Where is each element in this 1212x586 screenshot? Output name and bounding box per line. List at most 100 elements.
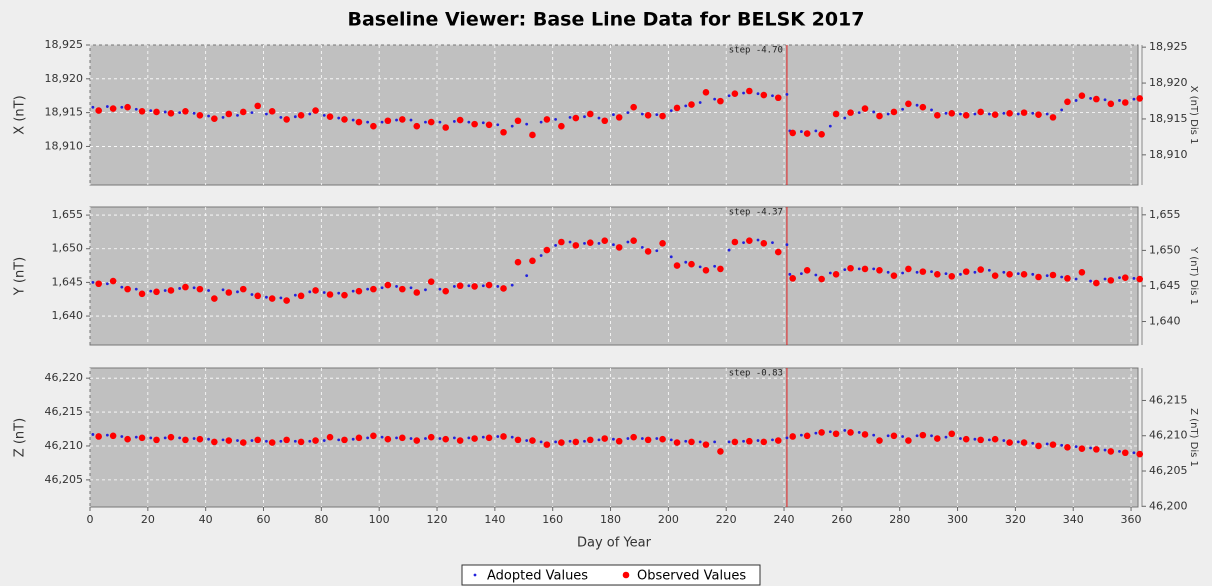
adopted-point	[1132, 451, 1136, 455]
adopted-point	[134, 107, 138, 111]
observed-point	[717, 97, 724, 105]
observed-point	[225, 110, 233, 118]
adopted-point	[640, 245, 644, 249]
observed-point	[991, 272, 999, 279]
observed-point	[572, 438, 580, 446]
adopted-point	[337, 438, 341, 442]
observed-point	[934, 435, 941, 442]
x-tick-label: 320	[1005, 513, 1026, 526]
observed-point	[471, 120, 478, 128]
observed-point	[1049, 441, 1057, 448]
adopted-point	[669, 255, 673, 259]
adopted-point	[438, 437, 442, 440]
adopted-point	[612, 437, 615, 441]
observed-point	[615, 244, 623, 251]
adopted-point	[698, 265, 702, 269]
observed-point	[370, 122, 377, 130]
observed-point	[847, 109, 854, 116]
adopted-point	[351, 437, 355, 441]
observed-point	[601, 435, 609, 442]
adopted-point	[669, 109, 673, 113]
observed-point	[659, 240, 666, 247]
adopted-point	[742, 241, 745, 245]
adopted-point	[1002, 111, 1006, 115]
adopted-point	[105, 433, 109, 437]
observed-point	[225, 289, 233, 296]
observed-point	[601, 237, 609, 244]
observed-point	[268, 439, 276, 446]
adopted-point	[756, 238, 760, 242]
observed-point	[818, 130, 825, 138]
observed-point	[746, 87, 753, 95]
observed-point	[543, 246, 551, 254]
observed-point	[341, 436, 348, 444]
observed-point	[182, 283, 189, 291]
adopted-point	[163, 289, 167, 292]
observed-point	[644, 436, 652, 444]
observed-point	[1136, 95, 1144, 102]
adopted-point	[785, 92, 789, 96]
adopted-point	[901, 435, 905, 438]
adopted-point	[756, 92, 760, 96]
adopted-point	[944, 272, 948, 276]
observed-point	[196, 285, 204, 293]
observed-point	[138, 290, 146, 298]
observed-point	[717, 448, 724, 455]
adopted-point	[192, 286, 196, 290]
adopted-point	[308, 290, 312, 294]
observed-point	[182, 107, 189, 115]
adopted-point	[510, 283, 514, 287]
observed-point	[312, 437, 319, 444]
adopted-point	[1045, 442, 1049, 446]
adopted-point	[612, 243, 615, 247]
adopted-point	[91, 105, 95, 109]
adopted-point	[626, 240, 630, 244]
adopted-point	[742, 439, 745, 443]
adopted-point	[1002, 270, 1006, 274]
observed-point	[1049, 114, 1057, 121]
adopted-point	[568, 439, 572, 443]
observed-point	[471, 435, 478, 442]
adopted-point	[788, 272, 792, 276]
observed-point	[167, 433, 175, 441]
observed-point	[442, 435, 449, 443]
adopted-point	[409, 286, 413, 290]
observed-point	[1020, 109, 1028, 116]
adopted-point	[698, 440, 702, 444]
adopted-point	[612, 113, 615, 117]
adopted-point	[1089, 446, 1092, 450]
plot-area	[89, 367, 1139, 508]
observed-point	[211, 295, 218, 302]
observed-point	[1078, 445, 1086, 452]
y-axis-label: Z (nT)	[13, 418, 28, 457]
adopted-point	[554, 243, 557, 247]
observed-point	[1078, 268, 1086, 276]
adopted-point	[1118, 99, 1121, 102]
adopted-point	[1060, 108, 1064, 112]
adopted-point	[727, 248, 731, 252]
adopted-point	[785, 243, 789, 247]
observed-point	[905, 437, 912, 444]
adopted-point	[221, 288, 225, 292]
adopted-point	[886, 112, 890, 116]
observed-point	[413, 122, 421, 130]
observed-point	[803, 130, 811, 137]
adopted-point	[814, 273, 818, 277]
observed-point	[427, 118, 435, 126]
y2-axis-label: Z (nT) Dis 1	[1188, 408, 1199, 467]
observed-point	[529, 131, 536, 139]
x-tick-label: 160	[542, 513, 563, 526]
observed-point	[1035, 111, 1042, 118]
adopted-point	[872, 110, 876, 114]
adopted-point	[785, 436, 789, 440]
y-tick-label: 46,205	[45, 473, 84, 486]
adopted-point	[959, 272, 962, 276]
observed-point	[543, 441, 551, 448]
adopted-point	[366, 436, 370, 440]
observed-point	[485, 281, 493, 289]
y-tick-label: 1,655	[52, 208, 84, 221]
y-tick-label: 18,915	[45, 106, 84, 119]
observed-point	[717, 265, 724, 273]
adopted-point	[467, 284, 471, 288]
adopted-point	[293, 115, 297, 119]
